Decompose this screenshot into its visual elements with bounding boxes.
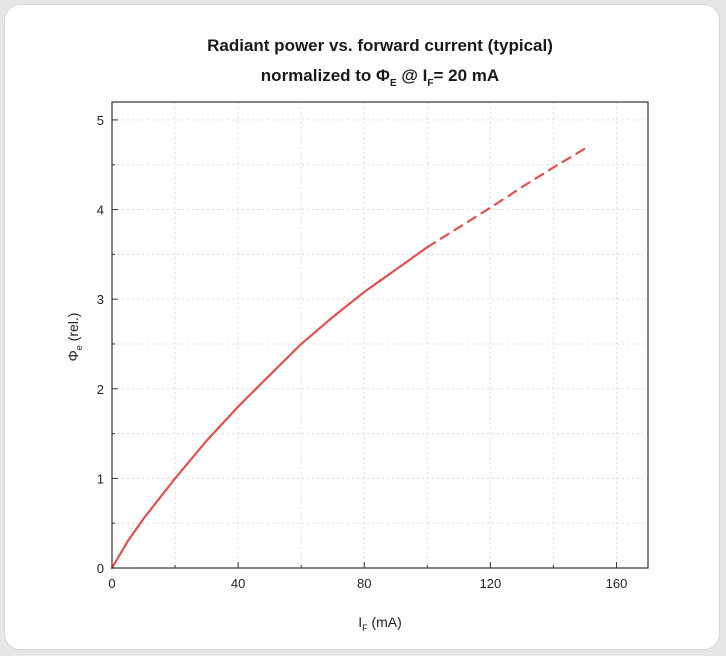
y-tick-label: 2: [97, 382, 104, 397]
series-line-dashed: [426, 147, 586, 249]
chart-title-line2: normalized to ΦE @ IF= 20 mA: [261, 66, 499, 89]
y-tick-label: 5: [97, 113, 104, 128]
chart-title-line1: Radiant power vs. forward current (typic…: [207, 36, 553, 55]
series-group: [110, 147, 586, 570]
y-tick-label: 0: [97, 561, 104, 576]
y-tick-label: 4: [97, 203, 104, 218]
x-tick-label: 80: [357, 576, 371, 591]
plot-frame: [111, 101, 649, 569]
y-tick-label: 1: [97, 471, 104, 486]
x-axis-label: IF (mA): [358, 614, 402, 633]
x-ticks: 0 40 80 120 160: [108, 562, 627, 591]
x-tick-label: 0: [108, 576, 115, 591]
y-ticks: 0 1 2 3 4 5: [97, 113, 118, 576]
y-tick-label: 3: [97, 292, 104, 307]
series-line-solid: [110, 246, 429, 570]
grid: [112, 102, 648, 568]
chart-card: [4, 4, 720, 650]
y-axis-label: Φe (rel.): [65, 313, 84, 362]
x-tick-label: 120: [480, 576, 502, 591]
x-tick-label: 160: [606, 576, 628, 591]
x-tick-label: 40: [231, 576, 245, 591]
